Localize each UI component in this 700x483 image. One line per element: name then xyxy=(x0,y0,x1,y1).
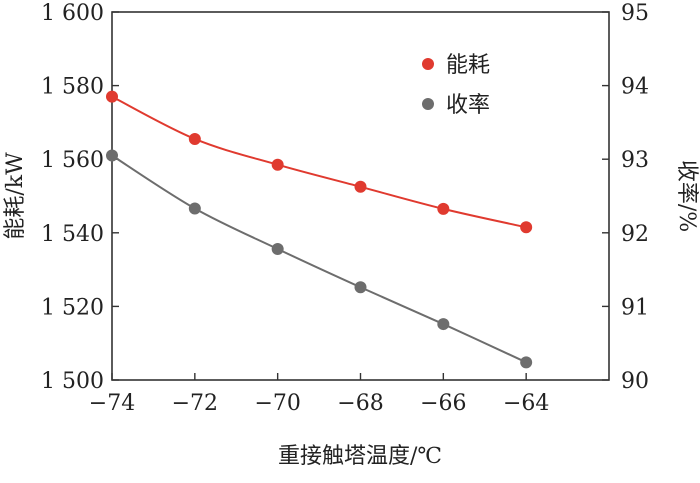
data-point-yield xyxy=(271,242,284,255)
left-y-tick-label: 1 520 xyxy=(41,295,104,320)
left-y-tick-label: 1 500 xyxy=(41,369,104,394)
series-line-energy xyxy=(111,95,527,229)
right-y-tick-label: 92 xyxy=(621,222,649,247)
left-y-axis-ticks: 1 500 1 520 1 540 1 560 1 580 1 600 xyxy=(41,1,119,394)
left-y-tick-label: 1 560 xyxy=(41,148,104,173)
plot-frame xyxy=(111,11,610,381)
right-y-tick-label: 90 xyxy=(621,369,649,394)
data-point-yield xyxy=(188,202,201,215)
x-tick-label: −66 xyxy=(420,391,466,416)
right-y-tick-label: 93 xyxy=(621,148,649,173)
x-tick-label: −72 xyxy=(172,391,218,416)
legend-label-energy: 能耗 xyxy=(446,53,490,78)
right-y-tick-label: 94 xyxy=(621,75,649,100)
legend-marker-energy xyxy=(422,58,434,70)
legend-marker-yield xyxy=(422,98,434,110)
left-y-axis-title: 能耗/kW xyxy=(3,152,28,240)
legend-label-yield: 收率 xyxy=(446,93,490,118)
x-tick-label: −70 xyxy=(254,391,300,416)
data-point-energy xyxy=(437,202,450,215)
data-point-energy xyxy=(354,180,367,193)
x-axis-ticks: −74 −72 −70 −68 −66 −64 xyxy=(89,373,549,416)
legend: 能耗 收率 xyxy=(422,53,490,118)
series-line-yield xyxy=(111,154,527,364)
left-y-tick-label: 1 580 xyxy=(41,75,104,100)
right-y-tick-label: 91 xyxy=(621,295,649,320)
x-tick-label: −68 xyxy=(337,391,383,416)
data-point-energy xyxy=(271,158,284,171)
series-layer xyxy=(106,90,533,369)
x-tick-label: −64 xyxy=(503,391,549,416)
x-tick-label: −74 xyxy=(89,391,135,416)
data-point-energy xyxy=(106,90,118,103)
data-point-yield xyxy=(354,281,367,294)
data-point-energy xyxy=(520,221,533,234)
x-axis-title: 重接触塔温度/℃ xyxy=(278,444,442,469)
data-point-yield xyxy=(106,149,118,162)
data-point-yield xyxy=(520,356,533,369)
right-y-axis-ticks: 90 91 92 93 94 95 xyxy=(602,1,649,394)
data-point-energy xyxy=(188,132,201,145)
left-y-tick-label: 1 600 xyxy=(41,1,104,26)
right-y-axis-title: 收率/% xyxy=(674,160,699,232)
right-y-tick-label: 95 xyxy=(621,1,649,26)
data-point-yield xyxy=(437,318,450,331)
left-y-tick-label: 1 540 xyxy=(41,222,104,247)
